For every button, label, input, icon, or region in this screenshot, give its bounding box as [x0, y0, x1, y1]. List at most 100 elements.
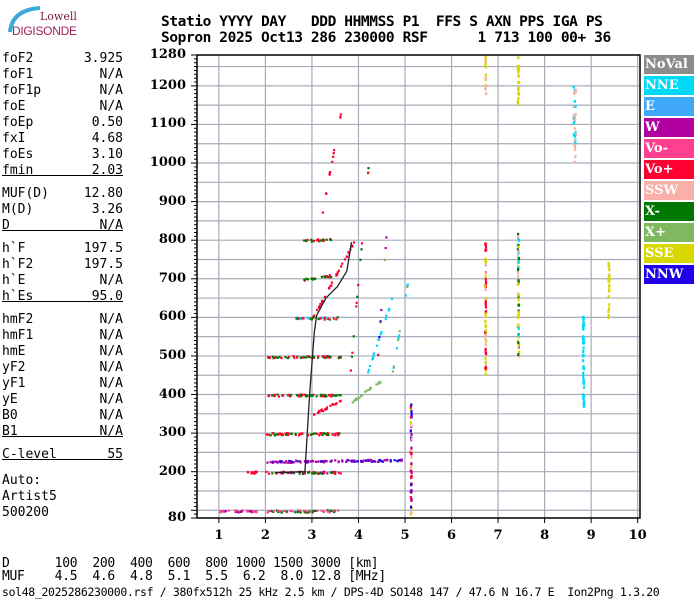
echo-point: [582, 341, 585, 345]
echo-point: [398, 459, 401, 462]
echo-point: [581, 359, 585, 363]
echo-point: [387, 309, 390, 312]
echo-point: [517, 92, 521, 96]
param-label: hmF1: [2, 328, 34, 343]
echo-point: [317, 317, 320, 321]
echo-point: [325, 238, 328, 241]
echo-point: [409, 424, 413, 428]
param-value: N/A: [99, 328, 123, 343]
echo-point: [325, 460, 328, 463]
echo-point: [271, 432, 274, 435]
echo-point: [227, 509, 230, 512]
echo-point: [484, 347, 487, 351]
echo-point: [323, 318, 326, 321]
echo-point: [517, 345, 520, 349]
echo-point: [313, 413, 316, 416]
echo-point: [312, 355, 316, 359]
echo-point: [410, 462, 413, 466]
echo-point: [410, 403, 413, 407]
echo-point: [409, 449, 413, 453]
y-tick-label: 1100: [149, 116, 186, 132]
echo-point: [368, 388, 371, 392]
echo-point: [295, 394, 299, 397]
echo-point: [268, 509, 271, 513]
echo-point: [297, 317, 300, 320]
echo-point: [250, 511, 253, 514]
echo-point: [328, 318, 331, 321]
echo-point: [312, 239, 315, 243]
param-value: N/A: [99, 312, 123, 327]
echo-point: [334, 432, 337, 435]
echo-point: [337, 269, 341, 272]
echo-point: [301, 356, 304, 359]
echo-point: [357, 283, 360, 287]
echo-point: [270, 510, 273, 513]
echo-point: [582, 371, 585, 375]
echo-point: [336, 509, 340, 512]
echo-point: [517, 343, 521, 347]
echo-point: [380, 308, 383, 312]
echo-point: [294, 433, 297, 437]
echo-point: [277, 510, 280, 514]
echo-point: [255, 510, 258, 514]
echo-point: [360, 248, 363, 251]
echo-point: [484, 333, 487, 337]
echo-point: [400, 459, 403, 463]
echo-point: [582, 396, 585, 400]
header-values: Sopron 2025 Oct13 286 230000 RSF 1 713 1…: [161, 30, 611, 46]
echo-point: [350, 355, 354, 358]
param-hme: hmE N/A: [2, 344, 123, 360]
echo-point: [484, 312, 487, 316]
echo-point: [335, 394, 338, 397]
param-value: N/A: [99, 67, 123, 82]
echo-point: [366, 459, 369, 462]
echo-point: [318, 410, 321, 413]
param-hmf2: hmF2 N/A: [2, 312, 123, 328]
echo-point: [339, 356, 342, 359]
echo-point: [303, 278, 306, 281]
echo-point: [327, 356, 330, 359]
echo-point: [219, 511, 222, 514]
echo-point: [298, 472, 301, 475]
header-labels: Statio YYYY DAY DDD HHMMSS P1 FFS S AXN …: [161, 14, 603, 30]
echo-point: [329, 404, 332, 407]
echo-point: [313, 472, 316, 475]
echo-point: [334, 459, 337, 462]
echo-point: [325, 355, 328, 358]
echo-point: [484, 92, 488, 96]
echo-point: [327, 354, 330, 358]
echo-point: [608, 273, 611, 277]
echo-point: [371, 358, 374, 361]
echo-point: [484, 248, 488, 252]
plot-frame: [196, 54, 641, 519]
echo-point: [319, 394, 322, 398]
echo-point: [327, 393, 331, 397]
echo-point: [311, 394, 314, 397]
echo-point: [315, 239, 319, 242]
echo-point: [582, 346, 585, 350]
x-tick-label: 8: [540, 528, 550, 543]
echo-point: [320, 460, 324, 463]
echo-point: [296, 460, 299, 463]
echo-point: [339, 113, 342, 116]
param-md: M(D) 3.26: [2, 202, 123, 218]
echo-point: [277, 509, 280, 512]
echo-point: [328, 286, 331, 289]
y-tick-label: 600: [158, 309, 186, 325]
echo-point: [391, 370, 395, 373]
echo-point: [484, 87, 487, 91]
param-he: h`E N/A: [2, 273, 123, 289]
echo-point: [607, 262, 610, 266]
echo-point: [345, 255, 349, 258]
echo-point: [484, 242, 487, 246]
echo-point: [298, 432, 301, 436]
echo-point: [410, 498, 413, 502]
echo-point: [607, 265, 610, 269]
param-value: N/A: [99, 99, 123, 114]
echo-point: [359, 258, 362, 261]
echo-point: [305, 460, 308, 463]
echo-point: [484, 281, 488, 285]
echo-point: [517, 354, 521, 358]
echo-point: [316, 509, 319, 512]
echo-point: [484, 302, 487, 306]
